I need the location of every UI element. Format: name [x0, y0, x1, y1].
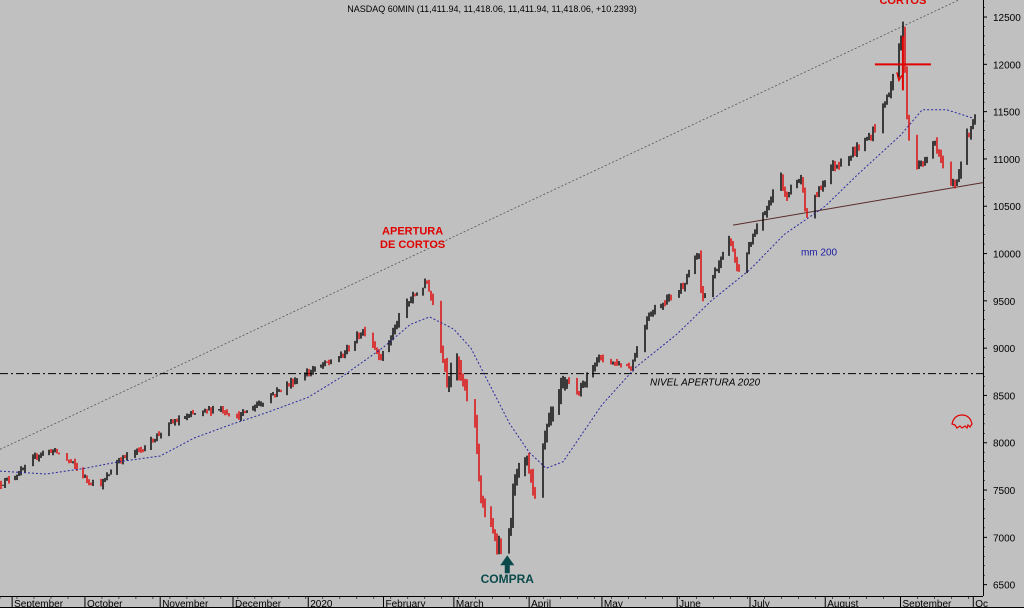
y-tick-label: 11500 — [993, 108, 1021, 119]
resistance-trendline — [0, 0, 960, 450]
annotation-compra: COMPRA — [481, 572, 535, 586]
x-tick-label: April — [531, 599, 551, 608]
x-tick-label: Oc — [975, 599, 988, 608]
annotation-cortos: CORTOS — [879, 0, 926, 7]
annotation-mm-200: mm 200 — [801, 247, 838, 258]
price-bars-layer — [0, 21, 976, 555]
y-tick-label: 7500 — [993, 486, 1016, 497]
y-tick-label: 9500 — [993, 297, 1016, 308]
y-tick-label: 10500 — [993, 202, 1021, 213]
cortos-down-arrow-icon — [896, 72, 903, 83]
y-tick-label: 8000 — [993, 439, 1016, 450]
x-tick-label: November — [162, 599, 209, 608]
annotation-de-cortos: DE CORTOS — [380, 239, 445, 251]
support-trendline — [732, 182, 984, 226]
x-tick-label: September — [14, 599, 64, 608]
y-tick-label: 11000 — [993, 155, 1021, 166]
opening-level-label: NIVEL APERTURA 2020 — [650, 378, 760, 389]
x-tick-label: October — [87, 599, 123, 608]
moving-average-line — [0, 109, 974, 475]
y-tick-label: 12000 — [993, 60, 1021, 71]
moving-average-layer — [0, 109, 974, 475]
x-tick-label: March — [456, 599, 484, 608]
y-tick-label: 9000 — [993, 344, 1016, 355]
x-tick-label: May — [604, 599, 623, 608]
x-tick-label: August — [827, 599, 858, 608]
x-tick-label: February — [385, 599, 425, 608]
chart-title: NASDAQ 60MIN (11,411.94, 11,418.06, 11,4… — [347, 4, 636, 14]
y-tick-label: 6500 — [993, 581, 1016, 592]
y-tick-label: 12500 — [993, 13, 1021, 24]
annotation-apertura: APERTURA — [382, 226, 443, 238]
compra-arrow-icon — [500, 555, 515, 574]
x-tick-label: June — [679, 599, 701, 608]
y-tick-label: 8500 — [993, 391, 1016, 402]
x-tick-label: December — [235, 599, 282, 608]
y-tick-label: 10000 — [993, 250, 1021, 261]
trendline-layer — [0, 0, 984, 450]
x-tick-label: 2020 — [310, 599, 333, 608]
x-tick-label: September — [902, 599, 952, 608]
x-tick-label: July — [752, 599, 770, 608]
y-tick-label: 7000 — [993, 533, 1016, 544]
bear-icon — [951, 414, 973, 430]
